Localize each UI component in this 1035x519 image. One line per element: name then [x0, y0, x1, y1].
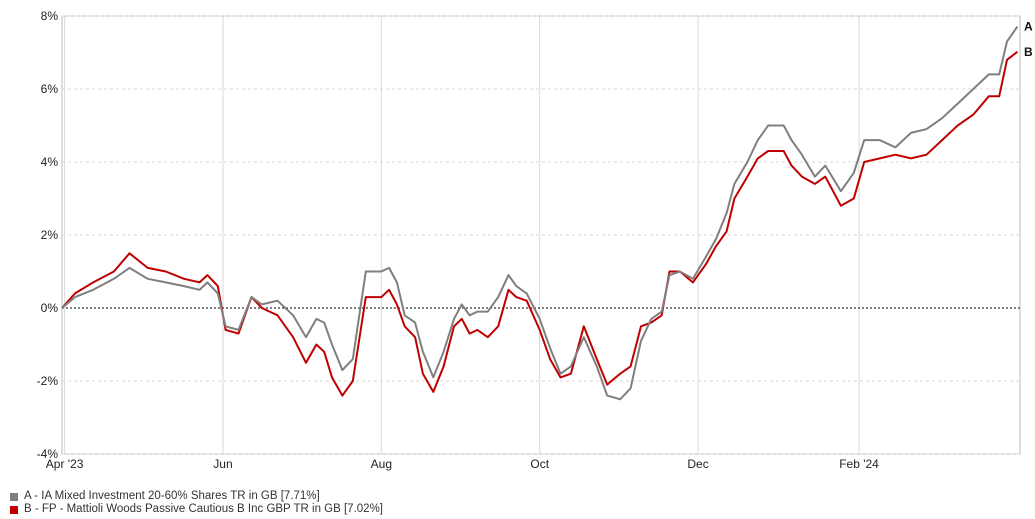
y-tick-label: 8% — [41, 9, 59, 23]
legend-swatch-b — [10, 505, 18, 514]
x-axis-tick-labels: Apr '23 Jun Aug Oct Dec Feb '24 — [46, 457, 879, 471]
legend-item-b: B - FP - Mattioli Woods Passive Cautious… — [10, 503, 383, 516]
series-layer — [61, 26, 1019, 401]
end-label-b: B — [1024, 45, 1033, 59]
y-tick-label: 2% — [41, 228, 59, 242]
series-end-labels: AB — [1024, 20, 1033, 59]
y-axis-tick-labels: -4% -2% 0% 2% 4% 6% 8% — [37, 9, 59, 461]
legend-swatch-a — [10, 492, 18, 501]
end-label-a: A — [1024, 20, 1033, 34]
legend: A - IA Mixed Investment 20-60% Shares TR… — [10, 490, 383, 516]
legend-item-a: A - IA Mixed Investment 20-60% Shares TR… — [10, 490, 383, 503]
x-tick-label: Oct — [530, 457, 549, 471]
y-tick-label: 0% — [41, 301, 59, 315]
series-line-b — [61, 51, 1019, 397]
legend-label-a: A - IA Mixed Investment 20-60% Shares TR… — [24, 490, 320, 502]
x-tick-label: Apr '23 — [46, 457, 84, 471]
x-tick-label: Aug — [371, 457, 392, 471]
legend-label-b: B - FP - Mattioli Woods Passive Cautious… — [24, 503, 383, 515]
y-tick-label: 6% — [41, 82, 59, 96]
y-tick-label: -2% — [37, 374, 59, 388]
x-tick-label: Jun — [213, 457, 232, 471]
x-tick-label: Feb '24 — [839, 457, 879, 471]
series-line-a — [61, 26, 1019, 401]
plot-area — [61, 15, 1021, 455]
y-tick-label: -4% — [37, 447, 59, 461]
x-tick-label: Dec — [687, 457, 708, 471]
y-tick-label: 4% — [41, 155, 59, 169]
gridlines — [62, 15, 1020, 455]
